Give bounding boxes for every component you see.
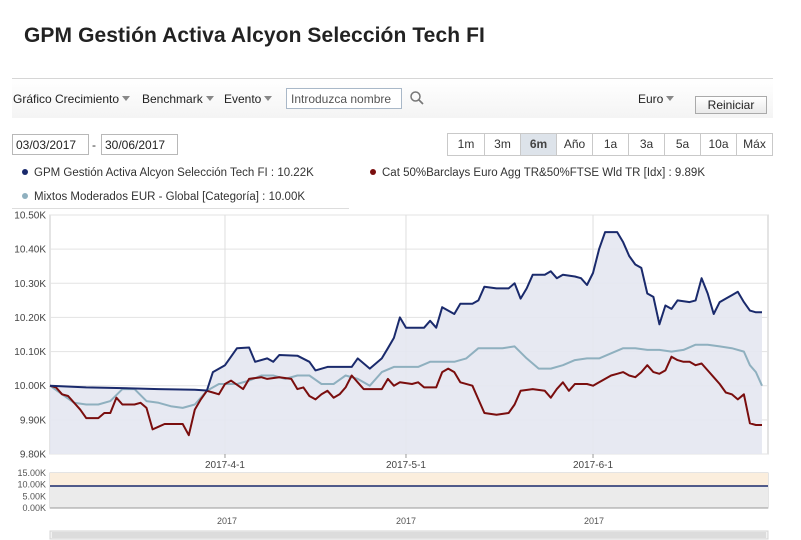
chevron-down-icon xyxy=(205,96,214,101)
x-tick-label: 2017-4-1 xyxy=(205,460,245,471)
legend-item-category[interactable]: Mixtos Moderados EUR - Global [Categoría… xyxy=(22,191,305,203)
series-line-0[interactable] xyxy=(49,231,762,392)
page-title: GPM Gestión Activa Alcyon Selección Tech… xyxy=(24,24,485,47)
benchmark-label: Benchmark xyxy=(142,92,203,106)
search-icon[interactable] xyxy=(409,90,425,106)
legend-item-benchmark[interactable]: Cat 50%Barclays Euro Agg TR&50%FTSE Wld … xyxy=(370,167,705,179)
date-separator: - xyxy=(92,138,96,152)
fund-area-fill xyxy=(50,232,762,454)
navigator-area xyxy=(50,486,768,508)
range-button-7[interactable]: 10a xyxy=(700,134,736,155)
range-button-6[interactable]: 5a xyxy=(664,134,700,155)
growth-chart-label: Gráfico Crecimiento xyxy=(13,92,120,106)
range-button-3[interactable]: Año xyxy=(556,134,592,155)
x-tick-label: 2017-5-1 xyxy=(386,460,426,471)
y-tick-label: 10.30K xyxy=(14,279,46,290)
currency-dropdown[interactable]: Euro xyxy=(638,92,675,106)
benchmark-dropdown[interactable]: Benchmark xyxy=(142,92,214,106)
range-button-4[interactable]: 1a xyxy=(592,134,628,155)
legend-divider xyxy=(12,208,349,209)
y-tick-label: 10.10K xyxy=(14,347,46,358)
event-dropdown[interactable]: Evento xyxy=(224,92,273,106)
range-button-0[interactable]: 1m xyxy=(448,134,484,155)
toolbar: Gráfico Crecimiento Benchmark Evento Eur… xyxy=(12,78,773,118)
range-button-1[interactable]: 3m xyxy=(484,134,520,155)
chevron-down-icon xyxy=(264,96,273,101)
chevron-down-icon xyxy=(666,96,675,101)
range-button-8[interactable]: Máx xyxy=(736,134,772,155)
end-date-input[interactable] xyxy=(101,134,178,155)
time-range-selector: 1m 3m 6m Año 1a 3a 5a 10a Máx xyxy=(447,133,773,156)
y-tick-label: 10.00K xyxy=(14,381,46,392)
y-tick-label: 9.80K xyxy=(20,450,46,461)
series-line-1[interactable] xyxy=(49,355,762,437)
navigator-scroll-thumb[interactable] xyxy=(52,532,766,538)
y-tick-label: 9.90K xyxy=(20,415,46,426)
reset-button[interactable]: Reiniciar xyxy=(695,96,767,114)
y-tick-label: 10.50K xyxy=(14,211,46,222)
legend-label: GPM Gestión Activa Alcyon Selección Tech… xyxy=(34,167,314,179)
legend-label: Mixtos Moderados EUR - Global [Categoría… xyxy=(34,191,306,203)
search-input[interactable] xyxy=(286,88,402,109)
legend-dot xyxy=(22,193,28,199)
y-tick-label: 10.40K xyxy=(14,245,46,256)
chevron-down-icon xyxy=(122,96,131,101)
navigator-y-label: 10.00K xyxy=(17,480,46,490)
legend-dot xyxy=(22,169,28,175)
navigator-y-label: 15.00K xyxy=(17,468,46,478)
legend-item-fund[interactable]: GPM Gestión Activa Alcyon Selección Tech… xyxy=(22,167,314,179)
currency-label: Euro xyxy=(638,92,664,106)
navigator-y-label: 5.00K xyxy=(22,491,46,501)
event-label: Evento xyxy=(224,92,262,106)
navigator-x-label: 2017 xyxy=(217,516,237,526)
growth-chart-dropdown[interactable]: Gráfico Crecimiento xyxy=(13,92,131,106)
navigator-x-label: 2017 xyxy=(584,516,604,526)
series-line-2[interactable] xyxy=(49,343,763,409)
range-button-2[interactable]: 6m xyxy=(520,134,556,155)
start-date-input[interactable] xyxy=(12,134,89,155)
legend-dot xyxy=(370,169,376,175)
range-button-5[interactable]: 3a xyxy=(628,134,664,155)
navigator-highlight xyxy=(50,473,768,486)
navigator-x-label: 2017 xyxy=(396,516,416,526)
navigator-y-label: 0.00K xyxy=(22,503,46,513)
legend-label: Cat 50%Barclays Euro Agg TR&50%FTSE Wld … xyxy=(382,167,705,179)
y-tick-label: 10.20K xyxy=(14,313,46,324)
x-tick-label: 2017-6-1 xyxy=(573,460,613,471)
